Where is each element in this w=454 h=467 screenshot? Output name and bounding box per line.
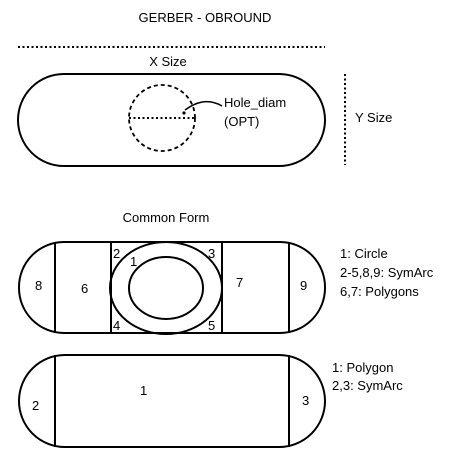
top-obround-outline <box>17 73 326 167</box>
segment-8-label: 8 <box>35 278 42 293</box>
top-obround-group: X Size Y Size Hole_diam (OPT) <box>17 46 392 167</box>
hole-leader-line <box>184 100 223 111</box>
simple-form-legend: 1: Polygon 2,3: SymArc <box>332 360 403 393</box>
simple-legend-line-1: 1: Polygon <box>332 360 393 375</box>
hole-circle <box>128 84 196 152</box>
simple-legend-line-2: 2,3: SymArc <box>332 378 403 393</box>
common-legend-line-3: 6,7: Polygons <box>340 284 419 299</box>
common-form-heading: Common Form <box>123 210 210 225</box>
simple-form-obround: 1 2 3 <box>18 354 326 448</box>
segment-3-label: 3 <box>208 246 215 261</box>
simple-segment-1-label: 1 <box>140 383 147 398</box>
hole-diam-label: Hole_diam <box>224 95 286 110</box>
ring-inner <box>128 256 204 320</box>
hole-opt-label: (OPT) <box>224 114 259 129</box>
segment-7-label: 7 <box>236 275 243 290</box>
common-form-obround: 1 2 3 4 5 6 7 8 9 <box>18 241 326 335</box>
y-size-label: Y Size <box>355 110 392 125</box>
common-form-legend: 1: Circle 2-5,8,9: SymArc 6,7: Polygons <box>340 246 434 299</box>
diagram-title: GERBER - OBROUND <box>139 10 272 25</box>
segment-5-label: 5 <box>208 318 215 333</box>
simple-segment-3-label: 3 <box>302 393 309 408</box>
segment-1-label: 1 <box>130 254 137 269</box>
simple-obround-outline <box>18 354 326 448</box>
segment-9-label: 9 <box>300 278 307 293</box>
segment-2-label: 2 <box>113 246 120 261</box>
segment-4-label: 4 <box>113 318 120 333</box>
ring-outer <box>109 241 223 335</box>
x-size-label: X Size <box>149 54 187 69</box>
common-legend-line-2: 2-5,8,9: SymArc <box>340 265 434 280</box>
hole-center-point <box>182 111 186 115</box>
simple-segment-2-label: 2 <box>32 398 39 413</box>
common-legend-line-1: 1: Circle <box>340 246 388 261</box>
segment-6-label: 6 <box>81 281 88 296</box>
